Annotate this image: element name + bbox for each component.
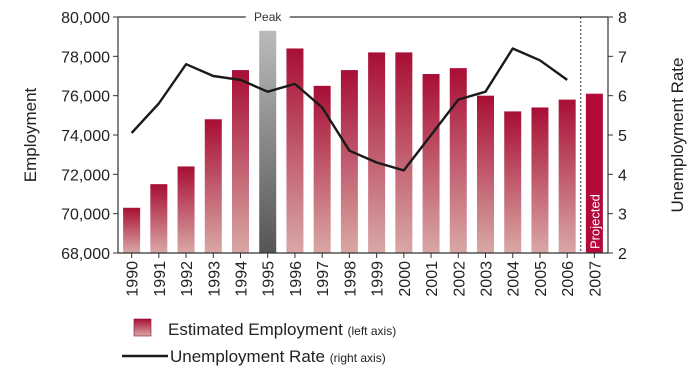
left-tick-label: 68,000 (61, 246, 110, 263)
legend-employment-label: Estimated Employment (left axis) (168, 320, 396, 339)
x-tick-label: 1999 (370, 261, 387, 297)
left-tick-label: 80,000 (61, 10, 110, 27)
bar-2005 (531, 107, 549, 253)
x-tick-label: 2003 (479, 261, 496, 297)
x-tick-label: 2007 (587, 261, 604, 297)
left-tick-label: 70,000 (61, 207, 110, 224)
bar-1992 (177, 166, 195, 253)
x-tick-label: 1994 (234, 261, 251, 297)
x-tick-label: 2001 (424, 261, 441, 297)
x-tick-label: 1996 (288, 261, 305, 297)
left-tick-label: 78,000 (61, 49, 110, 66)
legend-employment-swatch (133, 318, 152, 337)
left-tick-label: 76,000 (61, 89, 110, 106)
bar-2002 (449, 68, 467, 253)
x-tick-label: 1992 (179, 261, 196, 297)
right-axis-title: Unemployment Rate (668, 58, 687, 213)
right-tick-label: 3 (618, 207, 627, 224)
right-tick-label: 2 (618, 246, 627, 263)
legend-unemployment-label: Unemployment Rate (right axis) (170, 347, 386, 366)
right-tick-label: 5 (618, 128, 627, 145)
right-tick-label: 4 (618, 167, 627, 184)
bar-1998 (340, 70, 358, 253)
left-tick-label: 74,000 (61, 128, 110, 145)
peak-label: Peak (254, 10, 282, 24)
legend: Estimated Employment (left axis) Unemploy… (122, 318, 396, 366)
bar-1999 (368, 52, 386, 254)
bar-1993 (204, 119, 222, 254)
x-tick-label: 2006 (560, 261, 577, 297)
left-axis-title: Employment (21, 87, 40, 182)
legend-unemployment-note: (right axis) (330, 351, 386, 365)
bar-2004 (504, 111, 522, 254)
bars-group (123, 30, 603, 254)
axes-group: 68,000 70,000 72,000 74,000 76,000 78,000 80,0… (21, 10, 687, 297)
legend-employment-note: (left axis) (348, 324, 397, 338)
x-tick-label: 2005 (533, 261, 550, 297)
right-tick-label: 8 (618, 10, 627, 27)
bar-2003 (477, 95, 494, 254)
x-tick-label: 2000 (397, 261, 414, 297)
right-tick-label: 7 (618, 49, 627, 66)
x-tick-label: 2002 (451, 261, 468, 297)
bar-2001 (422, 74, 440, 254)
x-tick-label: 1998 (342, 261, 359, 297)
overlay-group: Projected Peak (130, 9, 602, 253)
x-tick-label: 1993 (206, 261, 223, 297)
bar-1996 (286, 48, 304, 253)
x-tick-label: 1990 (125, 261, 142, 297)
projected-label: Projected (587, 194, 602, 249)
x-tick-label: 1997 (315, 261, 332, 297)
bar-1991 (150, 184, 168, 253)
bar-1997 (313, 85, 331, 253)
x-tick-label: 1991 (152, 261, 169, 297)
bar-1990 (123, 207, 141, 253)
bar-1995 (259, 30, 277, 254)
left-tick-label: 72,000 (61, 167, 110, 184)
right-tick-label: 6 (618, 89, 627, 106)
bar-2006 (558, 99, 576, 253)
x-tick-label: 2004 (506, 261, 523, 297)
bar-2000 (395, 52, 413, 254)
unemployment-line (130, 47, 568, 172)
x-tick-label: 1995 (261, 261, 278, 297)
peak-label-bg (247, 9, 288, 23)
bar-1994 (232, 70, 249, 253)
bar-2007 (585, 93, 603, 253)
